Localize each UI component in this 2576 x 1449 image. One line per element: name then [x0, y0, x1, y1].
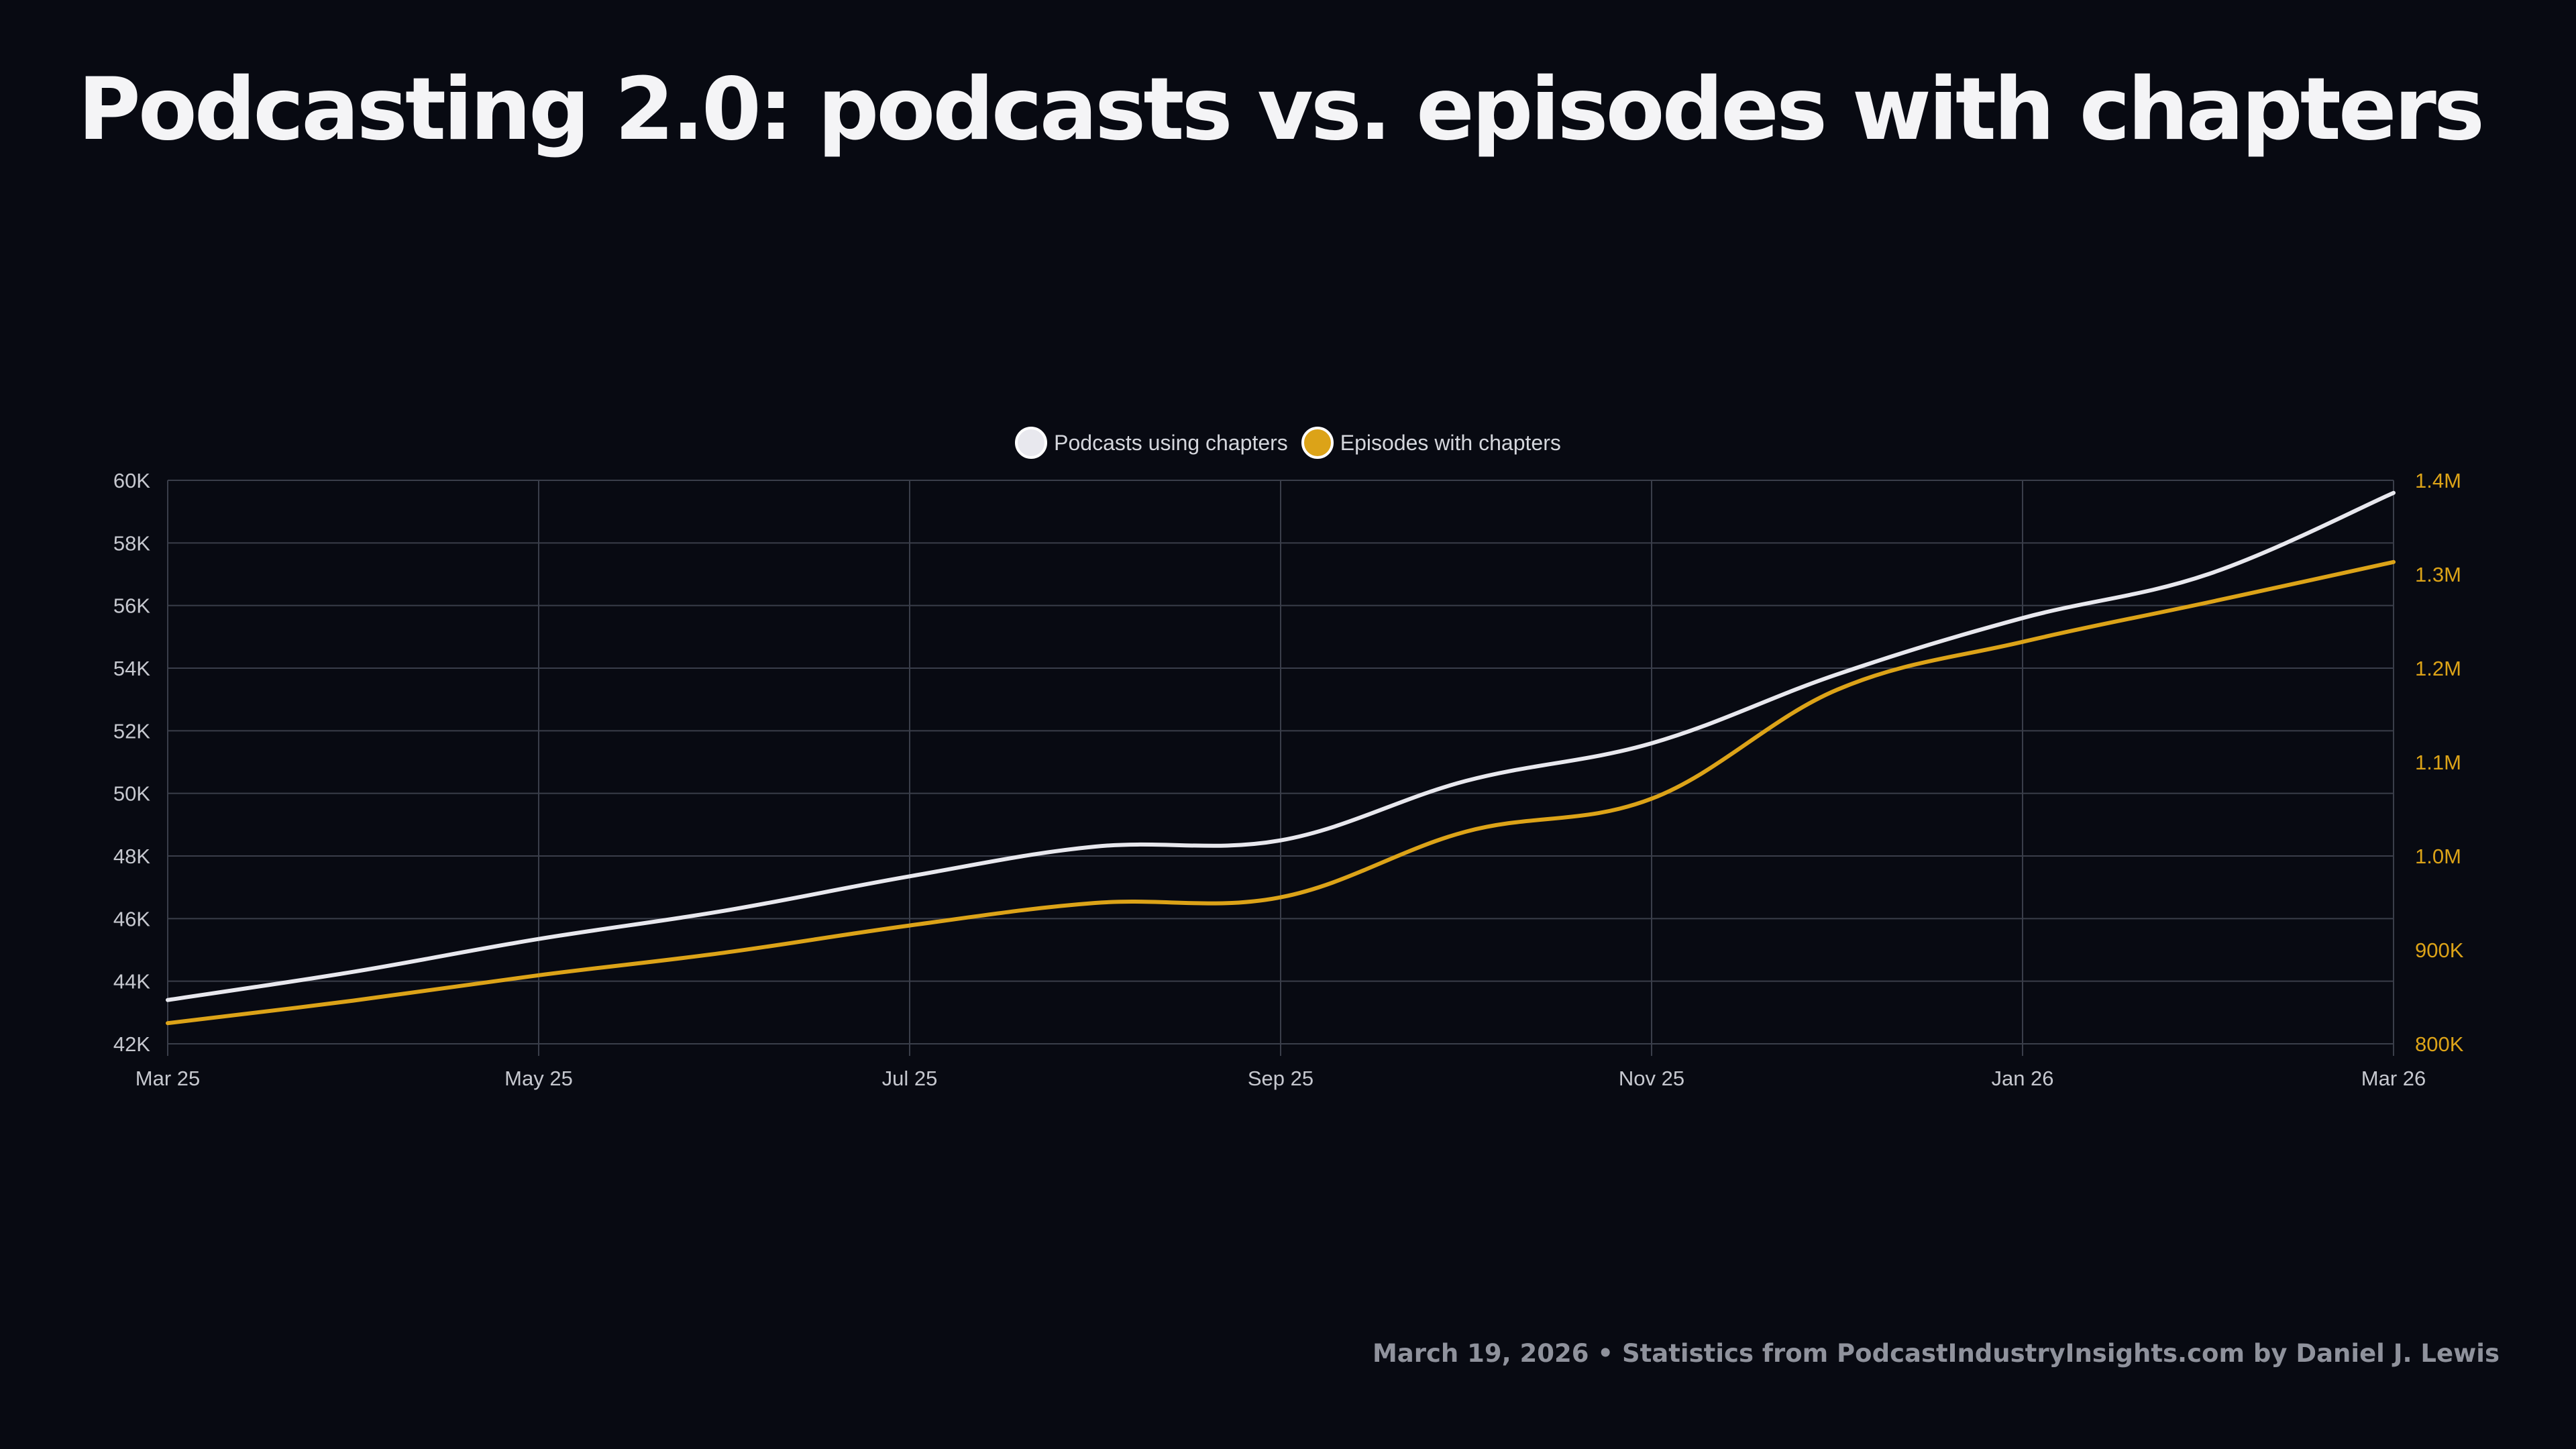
y-left-tick-label: 44K [113, 970, 150, 994]
x-tick-label: Jan 26 [1991, 1067, 2053, 1090]
legend-label-podcasts: Podcasts using chapters [1054, 430, 1288, 455]
y-left-tick-label: 60K [113, 469, 150, 492]
x-tick-label: May 25 [504, 1067, 573, 1090]
y-left-tick-label: 52K [113, 719, 150, 743]
legend-swatch-episodes [1301, 427, 1334, 459]
y-left-tick-label: 54K [113, 657, 150, 680]
page-title: Podcasting 2.0: podcasts vs. episodes wi… [78, 60, 2485, 160]
x-tick-label: Sep 25 [1248, 1067, 1313, 1090]
x-tick-label: Mar 26 [2361, 1067, 2426, 1090]
legend-swatch-podcasts [1015, 427, 1048, 459]
y-left-tick-label: 50K [113, 782, 150, 806]
y-right-tick-label: 1.3M [2415, 563, 2461, 586]
y-left-tick-label: 42K [113, 1032, 150, 1056]
y-right-tick-label: 900K [2415, 938, 2464, 962]
x-tick-label: Mar 25 [136, 1067, 200, 1090]
y-right-tick-label: 1.2M [2415, 657, 2461, 680]
y-right-tick-label: 1.1M [2415, 751, 2461, 774]
chart-legend: Podcasts using chapters Episodes with ch… [0, 427, 2576, 459]
series-layer [166, 490, 2396, 1026]
axis-layer: 42K 44K 46K 48K 50K 52K 54K 56K 58K 60K 800K 900K 1.… [113, 469, 2464, 1090]
series-line-episodes [166, 559, 2396, 1026]
x-tick-label: Jul 25 [882, 1067, 938, 1090]
legend-label-episodes: Episodes with chapters [1340, 430, 1561, 455]
y-left-tick-label: 48K [113, 845, 150, 868]
y-right-tick-label: 800K [2415, 1032, 2464, 1056]
series-line-podcasts [166, 490, 2396, 1002]
legend-item-podcasts[interactable]: Podcasts using chapters [1015, 427, 1288, 459]
y-left-tick-label: 56K [113, 594, 150, 618]
footer-credit: March 19, 2026 • Statistics from Podcast… [1372, 1339, 2500, 1368]
y-left-tick-label: 58K [113, 531, 150, 555]
y-right-tick-label: 1.4M [2415, 469, 2461, 492]
grid-layer [167, 480, 2394, 1056]
y-right-tick-label: 1.0M [2415, 845, 2461, 868]
y-left-tick-label: 46K [113, 907, 150, 930]
x-tick-label: Nov 25 [1619, 1067, 1684, 1090]
legend-item-episodes[interactable]: Episodes with chapters [1301, 427, 1561, 459]
